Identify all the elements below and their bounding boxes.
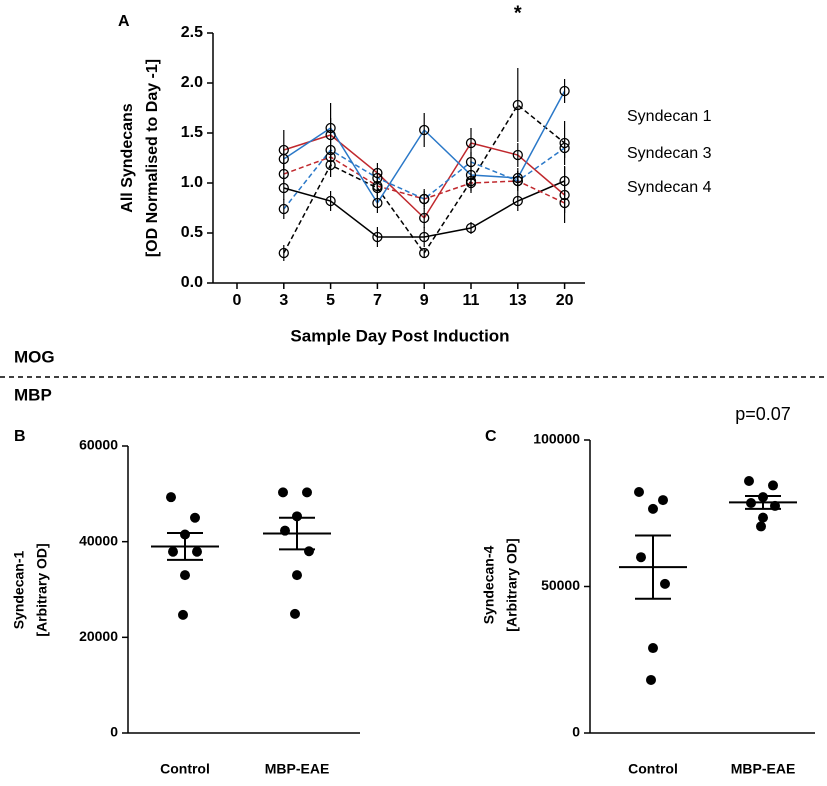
y-axis-label: All Syndecans	[119, 103, 136, 212]
x-axis-label: Sample Day Post Induction	[290, 326, 509, 345]
data-point	[278, 247, 289, 259]
data-point	[302, 487, 312, 498]
y-axis-label: [Arbitrary OD]	[504, 538, 520, 631]
data-point	[559, 85, 570, 97]
y-tick-label: 0	[110, 724, 118, 740]
x-tick-label: 13	[509, 292, 527, 309]
x-tick-label: 7	[373, 292, 382, 309]
data-point	[192, 546, 202, 557]
data-point	[648, 643, 658, 654]
data-point	[660, 578, 670, 589]
x-tick-label: MBP-EAE	[265, 761, 330, 777]
data-point	[512, 195, 523, 207]
data-point	[180, 570, 190, 581]
x-tick-label: 11	[463, 292, 480, 309]
data-point	[290, 608, 300, 619]
mbp-label: MBP	[14, 385, 52, 404]
x-tick-label: 5	[326, 292, 335, 309]
data-point	[278, 203, 289, 215]
mog-label: MOG	[14, 347, 55, 366]
x-tick-label: 0	[233, 292, 242, 309]
data-point	[168, 546, 178, 557]
data-point	[278, 487, 288, 498]
data-point	[512, 175, 523, 187]
data-point	[758, 512, 768, 523]
legend-label: Syndecan 4	[627, 179, 712, 196]
x-tick-label: Control	[628, 761, 678, 777]
y-tick-label: 100000	[533, 431, 580, 447]
data-point	[419, 231, 430, 243]
y-tick-label: 0.0	[181, 274, 203, 291]
y-tick-label: 40000	[79, 532, 118, 548]
x-tick-label: 20	[556, 292, 574, 309]
y-tick-label: 2.5	[181, 24, 203, 41]
data-point	[325, 122, 336, 134]
data-point	[559, 142, 570, 154]
panel-label: B	[14, 428, 26, 445]
annotation: p=0.07	[735, 404, 791, 424]
data-point	[419, 212, 430, 224]
data-point	[465, 137, 477, 149]
y-tick-label: 0.5	[181, 224, 203, 241]
y-axis-label: Syndecan-1	[11, 550, 27, 629]
data-point	[768, 480, 778, 491]
y-tick-label: 0	[572, 724, 580, 740]
legend-label: Syndecan 1	[627, 108, 712, 125]
data-point	[658, 495, 668, 506]
data-point	[292, 570, 302, 581]
y-tick-label: 20000	[79, 628, 118, 644]
x-tick-label: Control	[160, 761, 210, 777]
y-axis-label: [OD Normalised to Day -1]	[144, 59, 161, 257]
data-point	[304, 546, 314, 557]
data-point	[646, 674, 656, 685]
panel-label: A	[118, 13, 130, 30]
data-point	[756, 521, 766, 532]
data-point	[648, 503, 658, 514]
y-tick-label: 60000	[79, 437, 118, 453]
x-tick-label: 3	[279, 292, 288, 309]
y-axis-label: [Arbitrary OD]	[34, 543, 50, 636]
data-point	[292, 511, 302, 522]
data-point	[512, 99, 523, 111]
data-point	[372, 231, 383, 243]
data-point	[325, 195, 336, 207]
y-tick-label: 1.0	[181, 174, 203, 191]
data-point	[559, 197, 570, 209]
data-point	[465, 222, 477, 234]
data-point	[419, 193, 430, 205]
data-point	[465, 156, 477, 168]
x-tick-label: MBP-EAE	[731, 761, 796, 777]
data-point	[419, 124, 430, 136]
data-point	[744, 476, 754, 487]
data-point	[372, 197, 383, 209]
y-tick-label: 2.0	[181, 74, 203, 91]
legend-label: Syndecan 3	[627, 145, 712, 162]
data-point	[636, 552, 646, 563]
data-point	[419, 247, 430, 259]
data-point	[166, 492, 176, 503]
y-axis-label: Syndecan-4	[481, 545, 497, 624]
data-point	[634, 487, 644, 498]
data-point	[190, 512, 200, 523]
y-tick-label: 50000	[541, 577, 580, 593]
annotation: *	[514, 2, 522, 24]
x-tick-label: 9	[420, 292, 429, 309]
data-point	[325, 144, 336, 156]
y-tick-label: 1.5	[181, 124, 203, 141]
data-point	[372, 172, 383, 184]
data-point	[512, 149, 523, 161]
data-point	[278, 153, 289, 165]
panel-label: C	[485, 428, 497, 445]
data-point	[178, 609, 188, 620]
